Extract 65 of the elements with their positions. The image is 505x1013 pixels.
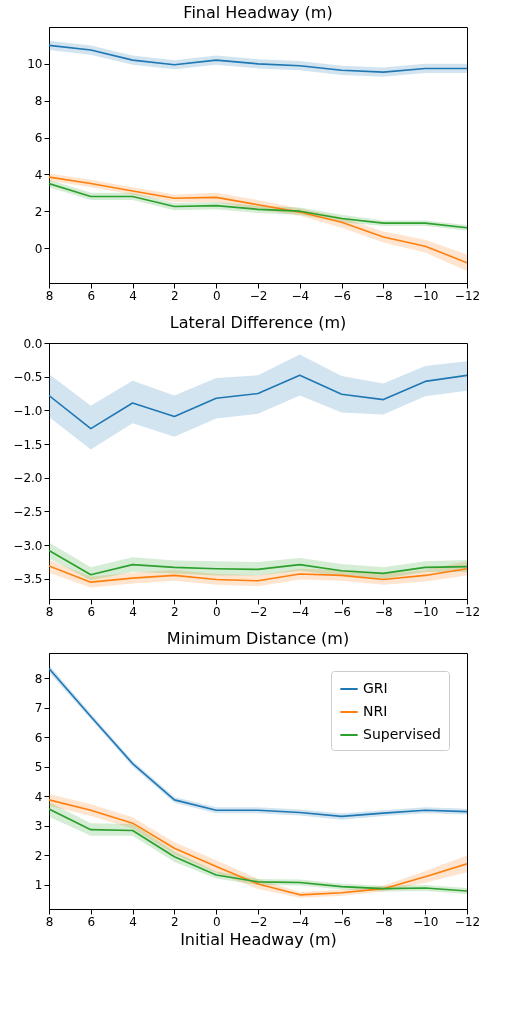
- x-tick-label: −10: [413, 288, 439, 303]
- x-tick-label: −6: [333, 288, 351, 303]
- y-tick-label: −2.5: [13, 504, 43, 519]
- y-tick-label: 4: [34, 789, 43, 804]
- y-tick-label: −3.5: [13, 572, 43, 587]
- y-tick-label: 8: [34, 671, 43, 686]
- y-tick-label: 1: [34, 878, 43, 893]
- x-tick-label: 6: [87, 604, 96, 619]
- x-tick-label: 6: [87, 914, 96, 929]
- x-tick-label: −6: [333, 914, 351, 929]
- x-tick-label: 4: [129, 288, 137, 303]
- y-tick-label: −2.0: [13, 471, 43, 486]
- x-tick-label: −4: [291, 914, 310, 929]
- legend-label: Supervised: [363, 726, 441, 742]
- x-tick-label: 0: [212, 288, 221, 303]
- x-axis-title: Initial Headway (m): [180, 929, 337, 949]
- y-tick-label: 0: [34, 241, 43, 256]
- x-tick-label: −2: [249, 914, 268, 929]
- chart-title: Final Headway (m): [183, 3, 333, 22]
- x-tick-label: −4: [291, 288, 310, 303]
- x-tick-label: −12: [454, 914, 481, 929]
- chart-title: Minimum Distance (m): [166, 629, 350, 648]
- y-tick-label: 4: [34, 167, 43, 182]
- x-tick-label: 6: [87, 288, 96, 303]
- y-tick-label: 6: [34, 730, 43, 745]
- y-tick-label: 5: [34, 760, 43, 775]
- line-series: [49, 565, 467, 583]
- chart-title: Lateral Difference (m): [169, 313, 347, 332]
- y-tick-label: −0.5: [13, 370, 43, 385]
- y-tick-label: 2: [34, 204, 43, 219]
- x-tick-label: −10: [413, 604, 439, 619]
- x-tick-label: 8: [45, 914, 54, 929]
- y-tick-label: −1.5: [13, 437, 43, 452]
- y-tick-label: 8: [34, 94, 43, 109]
- x-tick-label: 0: [212, 604, 221, 619]
- x-tick-label: 2: [171, 288, 179, 303]
- x-tick-label: −8: [375, 914, 393, 929]
- x-tick-label: 2: [171, 914, 179, 929]
- x-tick-label: 8: [45, 288, 54, 303]
- y-tick-label: 2: [34, 848, 43, 863]
- line-series: [49, 374, 467, 430]
- x-tick-label: 4: [129, 604, 137, 619]
- x-tick-label: −10: [413, 914, 439, 929]
- line-series: [49, 549, 467, 576]
- x-tick-label: −6: [333, 604, 351, 619]
- x-tick-label: −12: [454, 288, 481, 303]
- x-tick-label: 2: [171, 604, 179, 619]
- y-tick-label: 0.0: [23, 336, 43, 351]
- y-tick-label: 10: [27, 57, 43, 72]
- x-tick-label: −4: [291, 604, 310, 619]
- y-tick-label: −3.0: [13, 538, 43, 553]
- x-tick-label: 8: [45, 604, 54, 619]
- legend-label: GRI: [363, 680, 388, 696]
- y-tick-label: −1.0: [13, 403, 43, 418]
- legend-label: NRI: [363, 703, 388, 719]
- x-tick-label: −8: [375, 288, 393, 303]
- x-tick-label: −2: [249, 604, 268, 619]
- x-tick-label: −8: [375, 604, 393, 619]
- x-tick-label: 4: [129, 914, 137, 929]
- y-tick-label: 6: [34, 131, 43, 145]
- y-tick-label: 3: [34, 819, 43, 834]
- y-tick-label: 7: [34, 701, 43, 716]
- x-tick-label: 0: [212, 914, 221, 929]
- x-tick-label: −2: [249, 288, 268, 303]
- x-tick-label: −12: [454, 604, 481, 619]
